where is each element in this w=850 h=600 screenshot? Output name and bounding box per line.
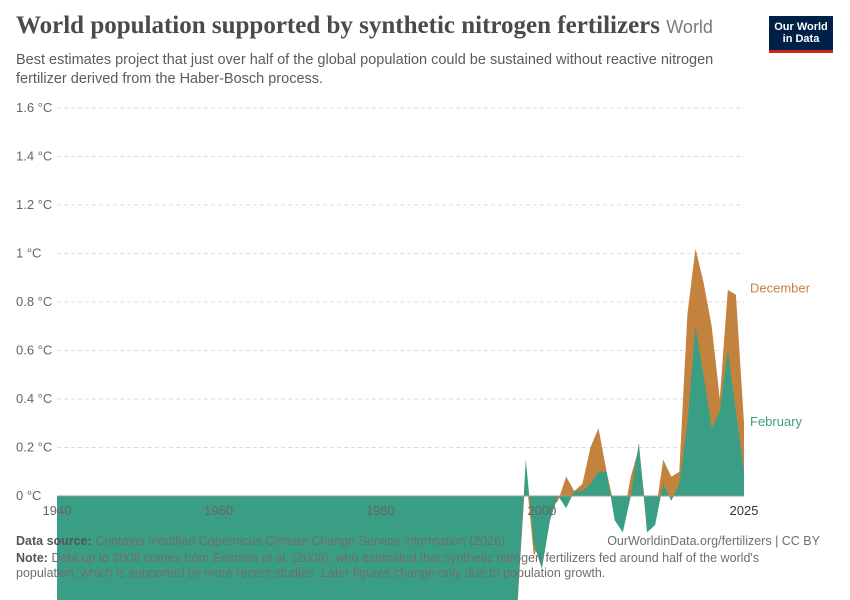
y-tick-label: 0.6 °C <box>16 343 52 358</box>
x-tick-label: 2000 <box>527 503 556 518</box>
legend-label-february: February <box>750 414 803 429</box>
y-tick-label: 1 °C <box>16 246 41 261</box>
y-tick-label: 0 °C <box>16 488 41 503</box>
y-tick-label: 1.6 °C <box>16 100 52 115</box>
y-tick-label: 0.8 °C <box>16 294 52 309</box>
chart-subtitle: Best estimates project that just over ha… <box>16 52 714 87</box>
data-source-text[interactable]: Contains modified Copernicus Climate Cha… <box>95 534 506 548</box>
data-source-label: Data source: <box>16 534 92 548</box>
x-tick-label: 2025 <box>730 503 759 518</box>
legend-label-december: December <box>750 280 811 295</box>
x-tick-label: 1940 <box>43 503 72 518</box>
source-url[interactable]: OurWorldinData.org/fertilizers | CC BY <box>607 534 820 548</box>
logo-line-2: in Data <box>782 33 820 45</box>
y-tick-label: 1.4 °C <box>16 149 52 164</box>
note-text: Data up to 2008 comes from Erisman et al… <box>16 551 760 580</box>
entity-label: World <box>666 17 713 37</box>
title-text: World population supported by synthetic … <box>16 12 661 39</box>
x-tick-label: 1960 <box>204 503 233 518</box>
y-tick-label: 1.2 °C <box>16 197 52 212</box>
note-label: Note: <box>16 551 48 565</box>
owid-logo[interactable]: Our World in Data <box>769 16 833 53</box>
chart-title: World population supported by synthetic … <box>16 12 713 40</box>
logo-line-1: Our World <box>774 21 828 33</box>
chart-footer: Data source: Contains modified Copernicu… <box>16 534 836 581</box>
x-tick-label: 1980 <box>366 503 395 518</box>
y-tick-label: 0.2 °C <box>16 440 52 455</box>
area-february <box>57 326 744 600</box>
y-tick-label: 0.4 °C <box>16 391 52 406</box>
